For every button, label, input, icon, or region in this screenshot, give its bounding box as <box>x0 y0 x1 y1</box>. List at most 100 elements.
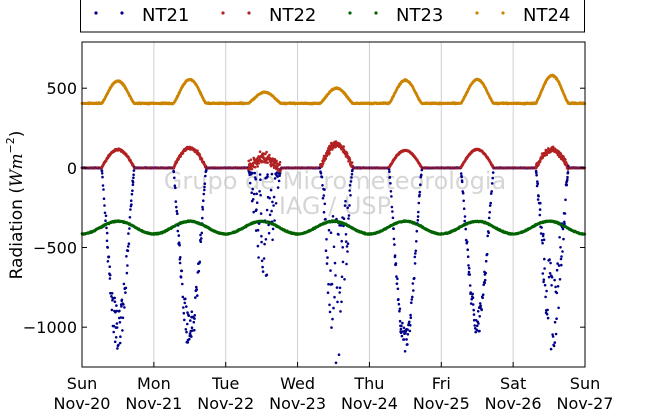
nt21-point <box>400 324 403 328</box>
nt21-point <box>347 214 351 217</box>
nt21-point <box>324 217 327 221</box>
watermark-text: Grupo de Micrometeorologia <box>164 167 506 195</box>
nt21-point <box>402 338 406 341</box>
grid <box>153 42 514 367</box>
nt21-point <box>408 329 412 333</box>
nt21-point <box>124 291 127 294</box>
nt21-point <box>175 209 179 213</box>
nt21-point <box>420 173 423 177</box>
nt21-point <box>260 259 264 263</box>
nt21-point <box>343 278 346 281</box>
nt21-point <box>405 338 408 341</box>
plot-area <box>82 42 585 367</box>
nt21-point <box>390 205 394 209</box>
nt21-point <box>410 298 414 301</box>
nt21-point <box>323 188 326 191</box>
nt21-point <box>262 257 266 260</box>
nt21-point <box>108 277 112 280</box>
nt21-point <box>132 169 136 172</box>
nt21-point <box>327 282 330 286</box>
nt21-point <box>350 176 353 179</box>
nt21-point <box>107 255 111 259</box>
nt21-point <box>392 227 395 231</box>
nt21-point <box>130 203 133 206</box>
nt21-point <box>102 197 106 200</box>
nt21-point <box>406 343 409 346</box>
nt21-point <box>106 246 109 249</box>
nt21-point <box>390 195 393 198</box>
nt21-point <box>131 189 134 192</box>
nt21-point <box>418 190 422 194</box>
nt21-point <box>115 322 119 325</box>
nt21-point <box>272 204 275 207</box>
nt21-point <box>400 334 404 338</box>
nt21-point <box>263 242 266 246</box>
nt21-point <box>184 328 188 331</box>
nt22-point <box>265 150 268 154</box>
nt21-point <box>264 238 268 241</box>
nt21-point <box>349 180 353 183</box>
nt21-point <box>401 321 404 325</box>
nt21-point <box>196 294 199 297</box>
nt21-point <box>341 260 345 264</box>
nt22-point <box>250 167 254 171</box>
nt21-point <box>117 343 120 347</box>
nt21-point <box>340 300 343 304</box>
nt21-point <box>118 321 122 324</box>
nt21-point <box>122 303 125 306</box>
nt21-point <box>115 326 119 329</box>
nt21-point <box>127 242 131 245</box>
nt21-point <box>418 193 421 197</box>
nt21-point <box>257 256 260 259</box>
nt21-point <box>344 199 347 203</box>
nt21-point <box>278 172 282 175</box>
nt21-point <box>118 309 121 313</box>
nt21-point <box>252 210 255 214</box>
nt22-point <box>350 161 354 164</box>
nt21-point <box>101 175 104 179</box>
nt21-point <box>268 196 271 200</box>
nt21-point <box>395 282 399 286</box>
nt21-point <box>341 246 345 249</box>
nt21-point <box>336 300 339 304</box>
nt21-point <box>255 192 258 196</box>
nt21-point <box>122 282 126 286</box>
nt21-point <box>411 295 414 299</box>
nt21-point <box>409 324 412 327</box>
nt21-point <box>331 215 335 218</box>
nt21-point <box>112 324 116 328</box>
nt21-point <box>178 243 181 247</box>
nt21-point <box>398 319 402 323</box>
nt21-point <box>327 228 331 232</box>
nt21-point <box>121 316 125 320</box>
nt22-point <box>324 157 328 160</box>
nt21-point <box>186 341 190 344</box>
nt21-point <box>398 307 402 311</box>
nt22-point <box>278 160 282 164</box>
nt21-point <box>403 350 407 353</box>
nt21-point <box>388 175 392 179</box>
nt21-point <box>188 337 191 341</box>
nt21-point <box>119 316 123 319</box>
nt21-point <box>174 200 178 203</box>
nt21-point <box>198 260 202 264</box>
nt21-point <box>332 245 336 249</box>
nt21-point <box>186 322 189 326</box>
nt21-point <box>398 309 401 313</box>
nt21-point <box>337 353 341 357</box>
nt21-point <box>412 289 415 292</box>
nt21-point <box>193 314 197 317</box>
nt21-point <box>104 219 107 222</box>
nt21-point <box>101 184 105 187</box>
nt21-point <box>408 320 411 324</box>
nt21-point <box>331 317 334 321</box>
nt21-point <box>397 302 401 306</box>
nt21-point <box>131 180 135 184</box>
nt21-point <box>200 231 204 235</box>
nt21-point <box>201 216 204 220</box>
nt21-point <box>102 188 105 191</box>
nt21-point <box>123 306 126 309</box>
nt21-point <box>100 169 104 173</box>
nt21-point <box>409 316 413 320</box>
nt21-point <box>129 199 133 202</box>
